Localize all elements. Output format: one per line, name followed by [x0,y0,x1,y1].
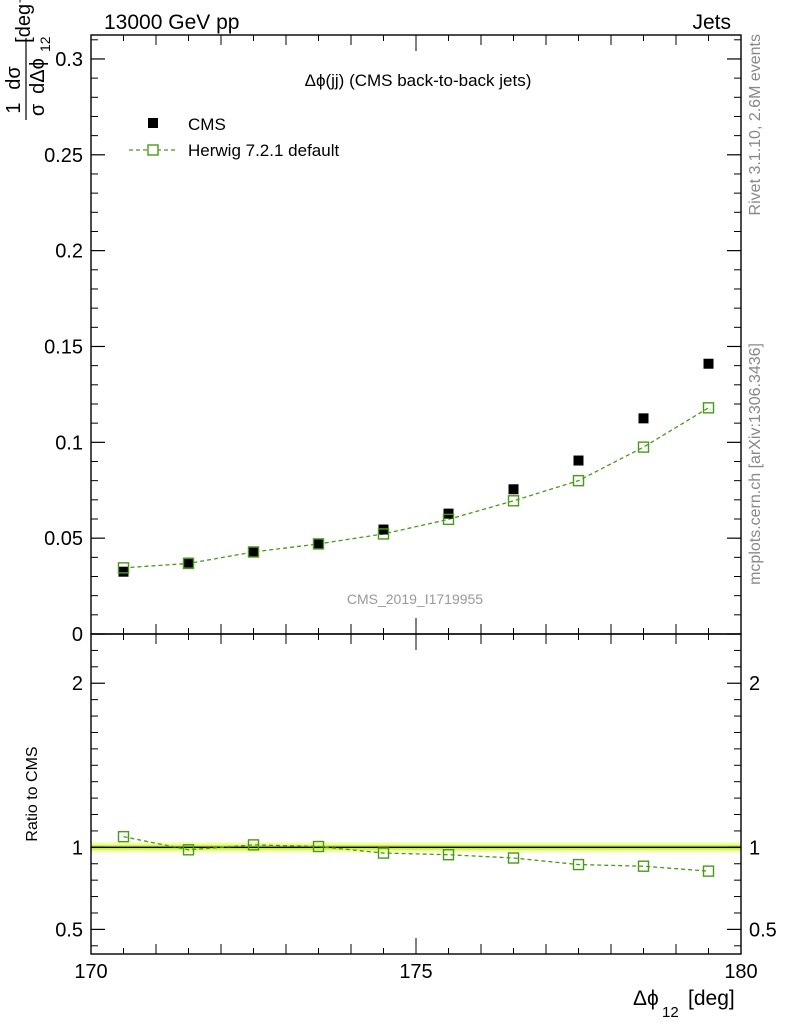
ratio-y-tick-label: 1 [72,837,83,859]
x-tick-label: 180 [724,961,757,983]
herwig-point [637,441,650,453]
herwig-point [702,402,715,414]
ratio-herwig-point [312,840,325,853]
ratio-herwig-point [572,858,585,871]
cms-point [248,547,259,558]
cms-point [703,358,714,369]
ratio-ticks: 0.5 0.5 1 1 2 2 170 175 180 [55,634,777,983]
ratio-herwig-point [377,847,390,859]
ylabel-denominator-sigma: σ [27,103,49,116]
x-axis-label: Δϕ 12 [deg] [633,987,735,1021]
rivet-label: Rivet 3.1.10, 2.6M events [747,34,764,215]
y-tick-label: 0 [72,624,83,646]
herwig-point [572,474,585,487]
y-tick-label: 0.2 [55,241,83,263]
herwig-point [377,528,390,540]
herwig-point [312,538,325,550]
ratio-y-tick-label-right: 2 [749,673,760,695]
y-tick-label: 0.05 [44,528,83,550]
ratio-herwig-point [247,839,260,851]
ratio-herwig-point [182,844,195,856]
legend-cms-label: CMS [188,115,226,134]
herwig-point [247,546,260,558]
main-y-ticks: 0 0.05 0.1 0.15 0.2 0.25 0.3 [44,35,742,646]
cms-point [183,557,194,568]
ratio-herwig-point [507,852,520,864]
herwig-line [123,407,709,569]
main-panel: 0 0.05 0.1 0.15 0.2 0.25 0.3 Δϕ(jj) (CMS back-… [3,0,742,646]
y-tick-label: 0.15 [44,336,83,358]
ylabel-numerator-dsigma: dσ [3,66,25,90]
x-tick-label: 175 [399,961,432,983]
herwig-point [182,557,195,570]
herwig-point [507,495,520,507]
ratio-y-tick-label: 2 [72,673,83,695]
watermark: CMS_2019_I1719955 [347,591,483,607]
xlabel-unit: [deg] [688,987,735,1010]
herwig-point [442,513,455,526]
header-right: Jets [692,11,731,34]
ratio-uncertainty-band [91,842,741,853]
x-tick-label: 170 [74,961,107,983]
ratio-frame [90,633,742,955]
legend-cms-marker [148,118,158,128]
cms-point [313,539,324,550]
cms-point [638,413,649,424]
mcplots-label: mcplots.cern.ch [arXiv:1306.3436] [747,343,764,585]
ratio-herwig-point [117,830,130,843]
header-left: 13000 GeV pp [104,11,239,34]
cms-point [573,455,584,466]
legend-herwig-marker [147,144,159,156]
legend: CMS Herwig 7.2.1 default [129,115,339,160]
ratio-y-tick-label-right: 0.5 [749,919,777,941]
ratio-y-tick-label-right: 1 [749,837,760,859]
ratio-y-axis-label: Ratio to CMS [24,746,41,841]
ratio-herwig-point [637,860,650,872]
xlabel-subscript: 12 [662,1004,679,1021]
ylabel-unit: [deg⁻¹] [13,0,35,43]
legend-herwig-label: Herwig 7.2.1 default [188,141,339,160]
ylabel-denominator-ddphi: dΔϕ [27,58,49,94]
y-tick-label: 0.25 [44,145,83,167]
ratio-herwig-line [123,836,709,872]
chart-title: Δϕ(jj) (CMS back-to-back jets) [305,71,532,90]
ratio-y-tick-label: 0.5 [55,919,83,941]
y-tick-label: 0.1 [55,432,83,454]
cms-point [443,508,454,519]
ylabel-numerator-1: 1 [3,102,25,113]
ratio-herwig-point [702,865,715,877]
ratio-herwig-point [442,849,455,861]
cms-point [508,484,519,495]
cms-point [118,566,129,577]
y-tick-label: 0.3 [55,49,83,71]
ylabel-subscript: 12 [37,36,53,52]
main-y-axis-label: 1 dσ σ dΔϕ 12 [deg⁻¹] [3,0,53,120]
herwig-point [117,562,130,574]
xlabel-main: Δϕ [633,987,659,1010]
